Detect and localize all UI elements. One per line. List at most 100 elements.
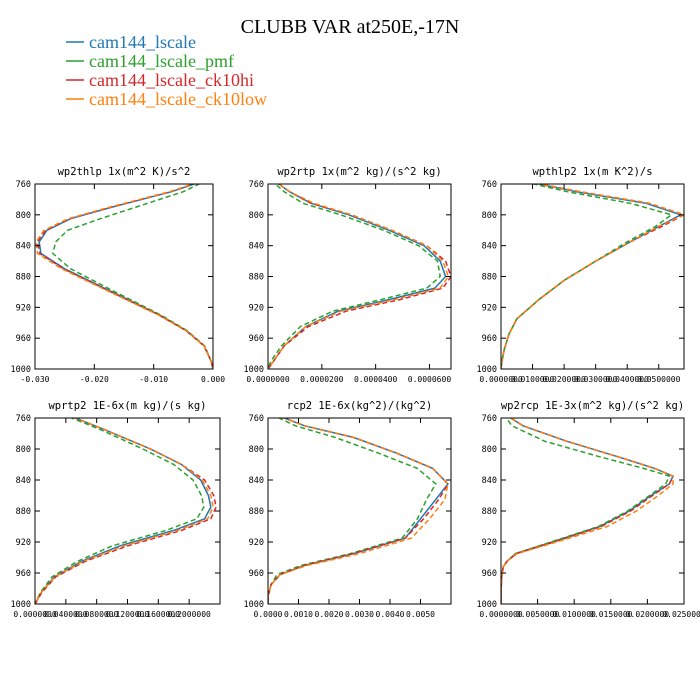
panel-title: rcp2 1E-6x(kg^2)/(kg^2) [287, 400, 432, 412]
y-tick-label: 920 [16, 303, 31, 313]
x-tick-label: 0.0200000 [542, 375, 586, 384]
series-group [35, 418, 217, 604]
panel-title: wp2rcp 1E-3x(m^2 kg)/(s^2 kg) [501, 400, 684, 412]
x-tick-label: 0.0020 [315, 610, 344, 619]
y-tick-label: 800 [249, 211, 264, 221]
y-tick-label: 800 [16, 211, 31, 221]
x-tick-label: -0.030 [21, 375, 50, 384]
y-tick-label: 920 [249, 303, 264, 313]
y-tick-label: 960 [249, 569, 264, 579]
y-tick-label: 760 [249, 180, 264, 190]
y-tick-label: 800 [482, 211, 497, 221]
chart-panel: wprtp2 1E-6x(m kg)/(s kg) 760 800 840 880 920… [11, 400, 221, 619]
x-tick-label: 0.0800000 [75, 610, 119, 619]
x-tick-label: 0.0400000 [44, 610, 88, 619]
x-tick-label: 0.0000000 [479, 375, 523, 384]
x-tick-label: -0.010 [139, 375, 168, 384]
y-tick-label: 840 [482, 476, 497, 486]
y-tick-label: 800 [249, 445, 264, 455]
x-tick-label: 0.0100000 [511, 375, 555, 384]
panel-title: wprtp2 1E-6x(m kg)/(s kg) [48, 400, 206, 412]
y-tick-label: 840 [482, 242, 497, 252]
y-tick-label: 800 [482, 445, 497, 455]
x-tick-label: 0.0000000 [246, 375, 290, 384]
series-line [51, 184, 213, 369]
series-line [268, 184, 450, 369]
series-line [35, 184, 213, 369]
y-tick-label: 840 [16, 242, 31, 252]
y-tick-label: 1000 [477, 600, 497, 610]
legend: cam144_lscalecam144_lscale_pmfcam144_lsc… [66, 32, 267, 109]
series-line [35, 418, 214, 604]
y-tick-label: 1000 [244, 600, 264, 610]
y-tick-label: 960 [482, 334, 497, 344]
chart-panel: rcp2 1E-6x(kg^2)/(kg^2) 760 800 840 880 920 96… [244, 400, 452, 619]
chart-panel: wp2rtp 1x(m^2 kg)/(s^2 kg) 760 800 840 880 92… [244, 166, 452, 384]
y-tick-label: 760 [16, 180, 31, 190]
x-tick-label: 0.1600000 [137, 610, 181, 619]
legend-label: cam144_lscale_pmf [89, 51, 234, 71]
series-line [268, 418, 437, 604]
legend-label: cam144_lscale_ck10hi [89, 70, 254, 90]
x-tick-label: 0.0200000 [626, 610, 670, 619]
series-line [501, 418, 674, 604]
x-tick-label: 0.0000600 [408, 375, 452, 384]
y-tick-label: 880 [16, 507, 31, 517]
x-tick-label: 0.0500000 [637, 375, 681, 384]
chart-panels: wp2thlp 1x(m^2 K)/s^2 760 800 840 880 920 960 1… [11, 166, 700, 619]
x-tick-label: 0.0050000 [516, 610, 560, 619]
x-tick-label: 0.1200000 [106, 610, 150, 619]
y-tick-label: 1000 [11, 600, 31, 610]
x-tick-label: 0.0010 [284, 610, 313, 619]
series-line [501, 184, 684, 369]
y-tick-label: 840 [16, 476, 31, 486]
y-tick-label: 840 [249, 242, 264, 252]
y-tick-label: 840 [249, 476, 264, 486]
x-tick-label: 0.0250000 [662, 610, 700, 619]
y-tick-label: 880 [249, 507, 264, 517]
y-tick-label: 920 [249, 538, 264, 548]
x-tick-label: 0.0000400 [354, 375, 398, 384]
x-tick-label: 0.0400000 [606, 375, 650, 384]
x-tick-label: 0.0040 [376, 610, 405, 619]
y-tick-label: 880 [482, 273, 497, 283]
y-tick-label: 920 [482, 538, 497, 548]
x-tick-label: 0.0050 [406, 610, 435, 619]
chart-panel: wp2thlp 1x(m^2 K)/s^2 760 800 840 880 920 960 1… [11, 166, 226, 384]
x-tick-label: 0.2000000 [167, 610, 211, 619]
y-tick-label: 920 [482, 303, 497, 313]
y-tick-label: 1000 [477, 365, 497, 375]
y-tick-label: 760 [482, 180, 497, 190]
y-tick-label: 800 [16, 445, 31, 455]
figure-title: CLUBB VAR at250E,-17N [241, 16, 460, 38]
x-tick-label: -0.020 [80, 375, 109, 384]
y-tick-label: 960 [249, 334, 264, 344]
y-tick-label: 880 [16, 273, 31, 283]
y-tick-label: 960 [16, 569, 31, 579]
y-tick-label: 880 [482, 507, 497, 517]
x-tick-label: 0.0000 [254, 610, 283, 619]
y-tick-label: 960 [16, 334, 31, 344]
chart-panel: wpthlp2 1x(m K^2)/s 760 800 840 880 920 960 100… [477, 166, 685, 384]
series-line [268, 418, 449, 604]
series-group [501, 418, 675, 604]
y-tick-label: 760 [16, 414, 31, 424]
x-tick-label: 0.0300000 [574, 375, 618, 384]
series-line [501, 418, 675, 604]
y-tick-label: 760 [249, 414, 264, 424]
series-line [268, 184, 442, 369]
y-tick-label: 920 [16, 538, 31, 548]
x-tick-label: 0.0150000 [589, 610, 633, 619]
x-tick-label: 0.000 [201, 375, 225, 384]
series-group [501, 184, 684, 369]
legend-label: cam144_lscale [89, 32, 196, 52]
panel-title: wp2thlp 1x(m^2 K)/s^2 [58, 166, 191, 178]
y-tick-label: 960 [482, 569, 497, 579]
x-tick-label: 0.0000000 [479, 610, 523, 619]
series-group [268, 418, 449, 604]
y-tick-label: 1000 [244, 365, 264, 375]
y-tick-label: 760 [482, 414, 497, 424]
x-tick-label: 0.0000200 [300, 375, 344, 384]
